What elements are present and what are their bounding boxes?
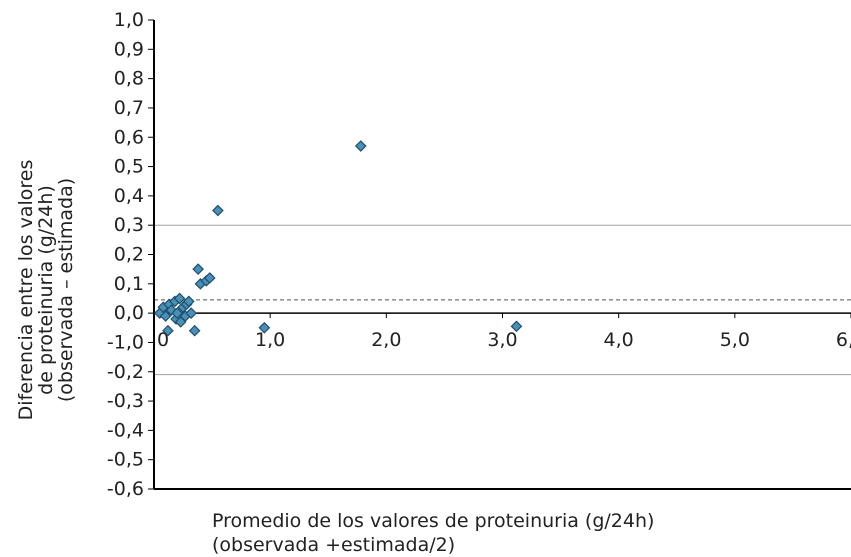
- x-tick-label: 5,0: [720, 329, 750, 351]
- axes: [153, 20, 851, 490]
- data-point: [173, 292, 186, 305]
- y-axis-label-line2: de proteinuria (g/24h): [35, 185, 57, 395]
- x-tick-label: 4,0: [604, 329, 634, 351]
- x-tick-label: 3,0: [487, 329, 517, 351]
- y-axis-label-group: Diferencia entre los valores de proteinu…: [15, 160, 77, 421]
- x-tick-label: 2,0: [371, 329, 401, 351]
- y-axis-label: Diferencia entre los valores: [15, 160, 37, 421]
- y-axis-label-line3: (observada – estimada): [55, 178, 77, 402]
- y-tick-label: 0,1: [114, 273, 144, 295]
- data-points: [153, 140, 523, 337]
- reference-lines: [154, 224, 851, 376]
- data-point: [185, 307, 198, 319]
- y-tick-label: 0,7: [114, 97, 144, 119]
- y-tick-label: 0,2: [114, 244, 144, 266]
- y-tick-label: -0,5: [107, 449, 144, 471]
- x-axis-label: Promedio de los valores de proteinuria (…: [212, 510, 654, 532]
- data-point: [159, 310, 172, 322]
- y-axis-ticks: 1,0 0,9 0,8 0,7 0,6 0,5 0,4 0,3 0,2 0,1 0,0 -1,0 -0,…: [107, 9, 154, 500]
- data-point: [212, 204, 224, 217]
- data-point: [183, 295, 195, 308]
- data-point: [203, 272, 216, 284]
- y-tick-label: -1,0: [107, 331, 144, 353]
- data-point: [510, 320, 523, 333]
- x-axis-label-line2: (observada +estimada/2): [212, 534, 455, 556]
- y-tick-label: -0,4: [107, 419, 144, 441]
- x-tick-label: 1,0: [255, 329, 285, 351]
- y-tick-label: 0,5: [114, 156, 144, 178]
- y-tick-label: -0,6: [107, 478, 144, 500]
- data-point: [171, 307, 184, 319]
- y-tick-label: -0,2: [107, 361, 144, 383]
- y-tick-label: 1,0: [114, 9, 144, 31]
- y-tick-label: 0,4: [114, 185, 144, 207]
- y-tick-label: -0,3: [107, 390, 144, 412]
- data-point: [258, 321, 271, 334]
- x-tick-label: 6,0: [836, 329, 851, 351]
- data-point: [162, 324, 174, 337]
- data-point: [354, 140, 367, 152]
- y-tick-label: 0,0: [114, 302, 144, 324]
- data-point: [188, 324, 201, 337]
- y-tick-label: 0,3: [114, 214, 144, 236]
- y-tick-label: 0,9: [114, 38, 144, 60]
- x-axis-ticks: 01,02,03,04,05,06,0: [153, 313, 851, 351]
- y-tick-label: 0,6: [114, 126, 144, 148]
- data-point: [192, 263, 204, 276]
- y-tick-label: 0,8: [114, 68, 144, 90]
